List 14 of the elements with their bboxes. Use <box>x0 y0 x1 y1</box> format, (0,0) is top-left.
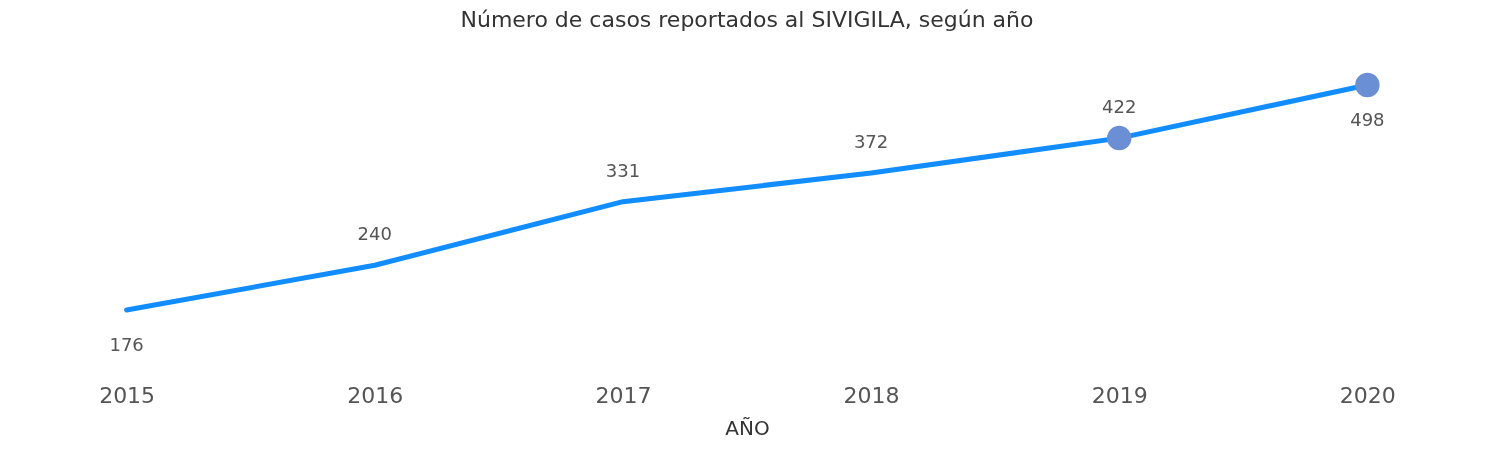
data-label: 498 <box>1350 109 1385 130</box>
x-tick-label: 2020 <box>1339 382 1396 408</box>
chart-title: Número de casos reportados al SIVIGILA, según año <box>460 7 1034 32</box>
data-label: 240 <box>357 223 392 245</box>
data-label: 331 <box>605 159 641 181</box>
data-label: 422 <box>1102 96 1137 118</box>
data-label: 176 <box>109 334 144 355</box>
x-tick-label: 2018 <box>843 382 900 408</box>
x-tick-label: 2016 <box>347 382 404 408</box>
x-tick-label: 2017 <box>595 382 652 408</box>
data-label: 372 <box>853 131 889 153</box>
x-tick-label: 2015 <box>99 382 156 408</box>
x-tick-label: 2019 <box>1091 382 1148 408</box>
x-axis-title: AÑO <box>725 415 770 440</box>
